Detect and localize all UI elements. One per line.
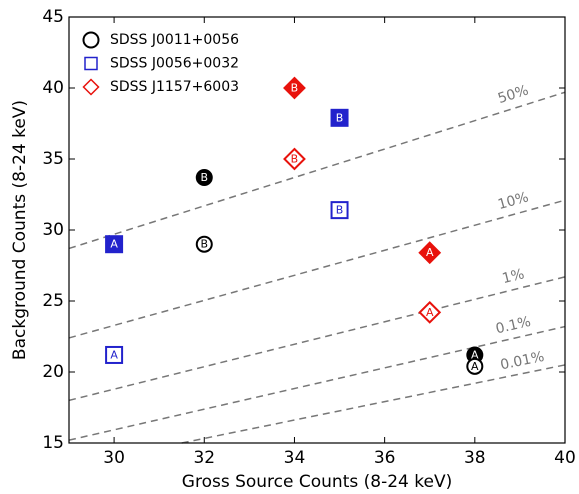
marker: [82, 78, 100, 96]
point-label: A: [110, 238, 118, 251]
point-label: B: [200, 238, 208, 251]
marker: [105, 345, 124, 364]
marker: [105, 235, 124, 254]
y-tick-label: 45: [42, 7, 64, 27]
y-axis-label: Background Counts (8-24 keV): [10, 100, 30, 360]
point-label: A: [426, 306, 434, 319]
x-axis-label: Gross Source Counts (8-24 keV): [182, 472, 452, 492]
y-tick-label: 40: [42, 78, 64, 98]
reference-label: 1%: [501, 266, 526, 287]
legend-text: SDSS J0011+0056: [110, 32, 239, 48]
reference-line: [68, 91, 566, 250]
y-tick-label: 20: [42, 362, 64, 382]
point-label: A: [471, 360, 479, 373]
y-tick-label: 15: [42, 433, 64, 453]
reference-label: 50%: [496, 82, 530, 107]
x-tick-label: 32: [193, 448, 215, 468]
marker: [330, 201, 349, 220]
point-label: A: [471, 348, 479, 361]
reference-line: [68, 276, 566, 402]
point-label: B: [336, 204, 344, 217]
reference-label: 0.1%: [494, 314, 532, 338]
point-label: A: [426, 246, 434, 259]
point-label: B: [336, 111, 344, 124]
point-label: A: [110, 348, 118, 361]
x-tick-label: 30: [103, 448, 125, 468]
reference-line: [68, 325, 566, 441]
reference-line: [68, 199, 566, 339]
marker: [82, 31, 100, 49]
point-label: B: [200, 171, 208, 184]
reference-label: 10%: [496, 189, 530, 213]
marker: [195, 168, 213, 186]
x-tick-label: 40: [554, 448, 576, 468]
marker: [283, 76, 306, 100]
marker: [418, 241, 442, 265]
x-tick-label: 34: [284, 448, 306, 468]
marker: [418, 300, 442, 324]
y-tick-label: 25: [42, 291, 64, 311]
marker: [330, 108, 349, 127]
marker: [195, 235, 213, 253]
reference-line: [181, 364, 566, 444]
marker: [283, 147, 306, 171]
y-tick-label: 35: [42, 149, 64, 169]
marker: [84, 56, 98, 71]
legend-text: SDSS J0056+0032: [110, 56, 239, 72]
y-tick-label: 30: [42, 220, 64, 240]
point-label: B: [291, 153, 299, 166]
point-label: B: [291, 82, 299, 95]
legend-text: SDSS J1157+6003: [110, 79, 239, 95]
x-tick-label: 38: [464, 448, 486, 468]
x-tick-label: 36: [374, 448, 396, 468]
marker: [466, 357, 484, 375]
